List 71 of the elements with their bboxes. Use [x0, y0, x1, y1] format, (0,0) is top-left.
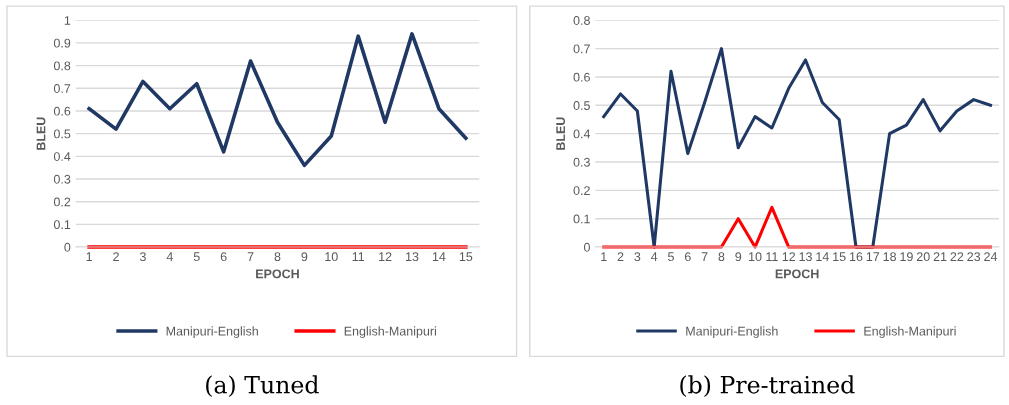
x-tick-label: 23: [967, 252, 981, 262]
y-axis-title: BLEU: [556, 117, 566, 150]
legend-label: Manipuri-English: [166, 326, 258, 338]
y-tick-label: 0.7: [573, 44, 590, 54]
legend-label: Manipuri-English: [686, 326, 778, 338]
x-tick-label: 17: [866, 252, 880, 261]
x-tick-label: 10: [749, 252, 762, 262]
y-tick-label: 0: [583, 242, 590, 252]
x-tick-label: 2: [617, 252, 624, 261]
x-axis-title: EPOCH: [256, 269, 299, 279]
x-tick-label: 1: [86, 252, 92, 261]
y-tick-label: 0.6: [573, 72, 590, 82]
x-tick-label: 7: [701, 252, 708, 261]
x-tick-label: 12: [782, 252, 796, 261]
x-tick-label: 12: [379, 252, 392, 261]
x-tick-label: 1: [601, 252, 607, 261]
x-tick-label: 20: [916, 252, 930, 262]
y-tick-label: 0.6: [53, 106, 71, 116]
x-tick-label: 18: [883, 252, 897, 262]
y-tick-label: 0.7: [53, 84, 71, 93]
x-axis-title: EPOCH: [775, 269, 819, 279]
x-tick-label: 6: [220, 252, 227, 262]
x-tick-label: 8: [718, 252, 725, 262]
x-tick-label: 14: [432, 252, 446, 261]
y-tick-label: 0.3: [573, 157, 590, 167]
y-tick-label: 0.4: [53, 152, 71, 161]
x-tick-label: 3: [139, 252, 146, 262]
y-tick-label: 0.1: [573, 214, 590, 224]
x-tick-label: 11: [766, 252, 778, 261]
x-tick-label: 22: [950, 252, 964, 261]
x-tick-label: 13: [406, 252, 419, 262]
text: (a) Tuned: [206, 375, 319, 397]
y-tick-label: 0.5: [53, 129, 71, 139]
y-tick-label: 1: [64, 16, 71, 25]
x-tick-label: 4: [166, 252, 173, 261]
y-tick-label: 0.2: [573, 186, 590, 195]
x-tick-label: 6: [684, 252, 691, 262]
y-tick-label: 0.1: [53, 220, 71, 230]
legend-label: English-Manipuri: [344, 326, 436, 338]
y-tick-label: 0.2: [53, 197, 71, 207]
x-tick-label: 10: [325, 252, 338, 262]
x-tick-label: 15: [833, 252, 846, 262]
y-tick-label: 0.4: [573, 129, 591, 139]
y-tick-label: 0: [64, 242, 71, 252]
y-tick-label: 0.5: [573, 101, 590, 110]
x-tick-label: 2: [113, 252, 119, 261]
x-tick-label: 9: [735, 252, 742, 262]
x-tick-label: 9: [301, 252, 308, 262]
legend-label: English-Manipuri: [864, 326, 956, 338]
x-tick-label: 5: [668, 252, 674, 262]
x-tick-label: 4: [650, 252, 658, 261]
x-tick-label: 16: [849, 252, 863, 262]
x-tick-label: 7: [247, 252, 254, 261]
y-axis-title: BLEU: [36, 117, 46, 150]
y-tick-label: 0.8: [573, 16, 590, 25]
x-tick-label: 3: [634, 252, 641, 262]
x-tick-label: 14: [816, 252, 829, 261]
x-tick-label: 5: [193, 252, 200, 262]
x-tick-label: 24: [984, 252, 998, 261]
x-tick-label: 19: [900, 252, 913, 262]
text: (b) Pre-trained: [680, 375, 855, 397]
x-tick-label: 13: [799, 252, 812, 262]
x-tick-label: 8: [274, 252, 281, 262]
x-tick-label: 15: [459, 252, 473, 262]
x-tick-label: 21: [933, 252, 947, 261]
line-series: [87, 32, 468, 168]
y-tick-label: 0.9: [53, 38, 71, 48]
x-tick-label: 11: [352, 252, 365, 261]
y-tick-label: 0.8: [53, 61, 71, 71]
y-tick-label: 0.3: [53, 174, 71, 184]
line-series: [602, 47, 993, 249]
